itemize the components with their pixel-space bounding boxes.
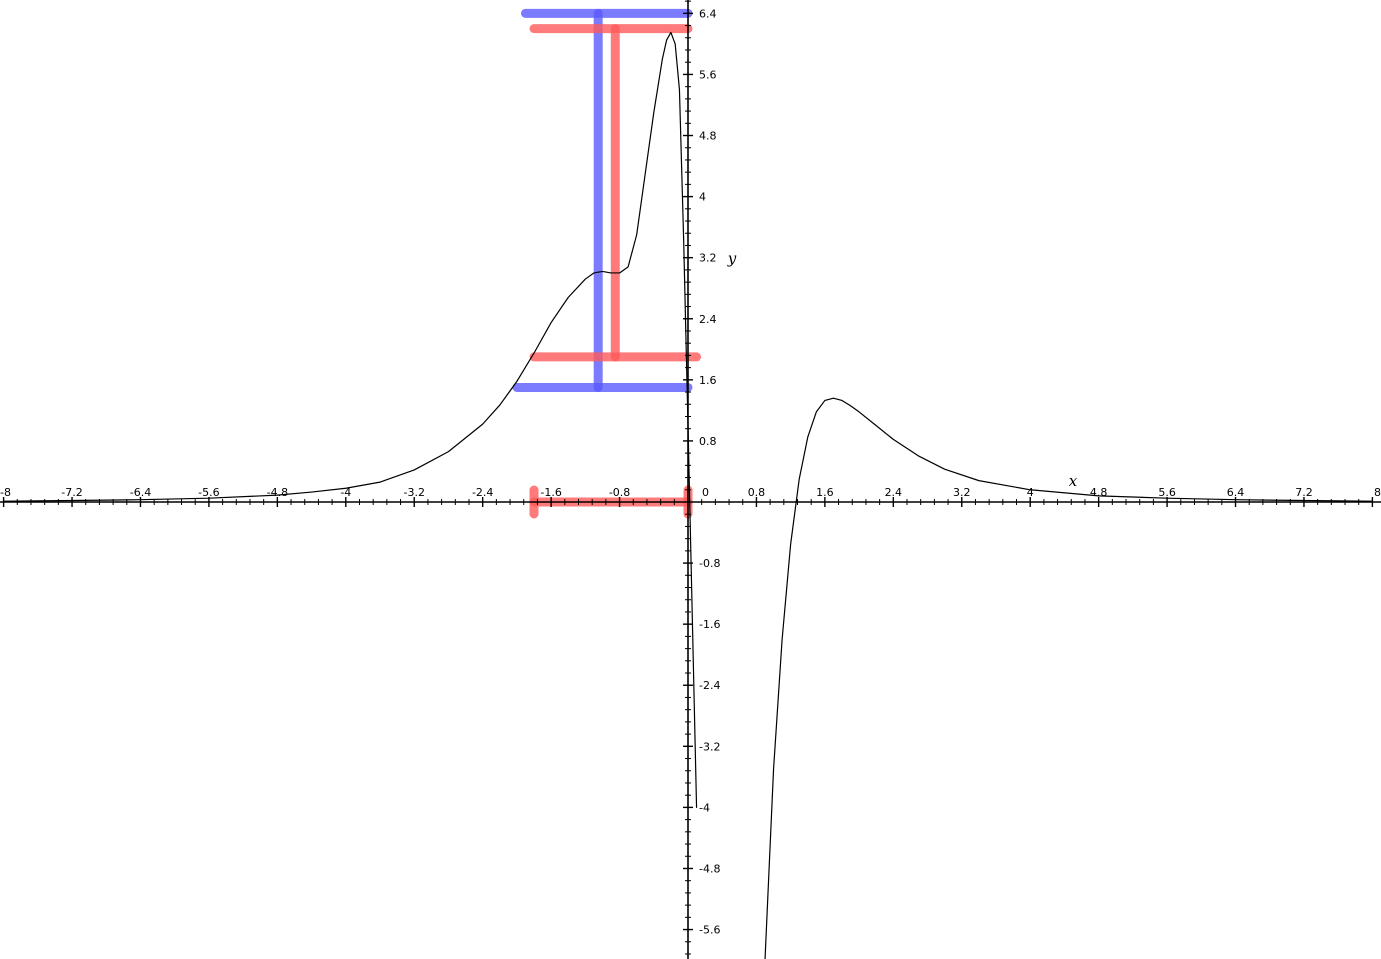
y-tick-label: -1.6: [699, 618, 720, 631]
y-tick-label: -0.8: [699, 557, 720, 570]
y-tick-label: -4: [699, 801, 710, 814]
curve-branch-2: [764, 397, 1373, 959]
x-tick-label: 2.4: [885, 486, 903, 499]
x-axis-title: x: [1069, 472, 1078, 490]
y-tick-label: 4: [699, 191, 706, 204]
curve-layer: [3, 31, 1373, 959]
y-tick-label: 3.2: [699, 252, 717, 265]
y-tick-label: 2.4: [699, 313, 717, 326]
x-tick-label: 5.6: [1158, 486, 1176, 499]
x-tick-label: -4.8: [267, 486, 288, 499]
x-tick-label: -5.6: [198, 486, 219, 499]
x-tick-label: 3.2: [953, 486, 971, 499]
x-tick-label: 4: [1027, 486, 1034, 499]
x-tick-label: 0: [702, 486, 709, 499]
x-tick-label: -0.8: [609, 486, 630, 499]
x-tick-label: -7.2: [61, 486, 82, 499]
x-tick-label: 7.2: [1295, 486, 1313, 499]
y-tick-label: 6.4: [699, 7, 717, 20]
y-axis-title: y: [727, 250, 737, 268]
interval-annotation-layer: [512, 8, 702, 519]
y-tick-label: -4.8: [699, 862, 720, 875]
x-tick-label: -3.2: [404, 486, 425, 499]
x-tick-label: 1.6: [816, 486, 834, 499]
x-tick-label: 8: [1374, 486, 1381, 499]
x-tick-label: -2.4: [472, 486, 493, 499]
y-tick-label: 4.8: [699, 130, 717, 143]
curve-branch-1: [3, 31, 698, 808]
tick-label-layer: -8 -7.2 -6.4 -5.6 -4.8 -4 -3.2 -2.4 -1.6 -0.8 0 0.8…: [0, 7, 1381, 936]
x-tick-label: 0.8: [748, 486, 766, 499]
x-tick-label: -4: [340, 486, 351, 499]
x-tick-label: -1.6: [540, 486, 561, 499]
x-tick-label: 4.8: [1090, 486, 1108, 499]
x-tick-label: -8: [0, 486, 11, 499]
y-tick-label: -3.2: [699, 740, 720, 753]
x-tick-label: -6.4: [130, 486, 151, 499]
y-tick-label: 5.6: [699, 68, 717, 81]
y-tick-label: 0.8: [699, 435, 717, 448]
y-tick-label: 1.6: [699, 374, 717, 387]
y-tick-label: -2.4: [699, 679, 720, 692]
x-tick-label: 6.4: [1227, 486, 1245, 499]
y-tick-label: -5.6: [699, 924, 720, 937]
